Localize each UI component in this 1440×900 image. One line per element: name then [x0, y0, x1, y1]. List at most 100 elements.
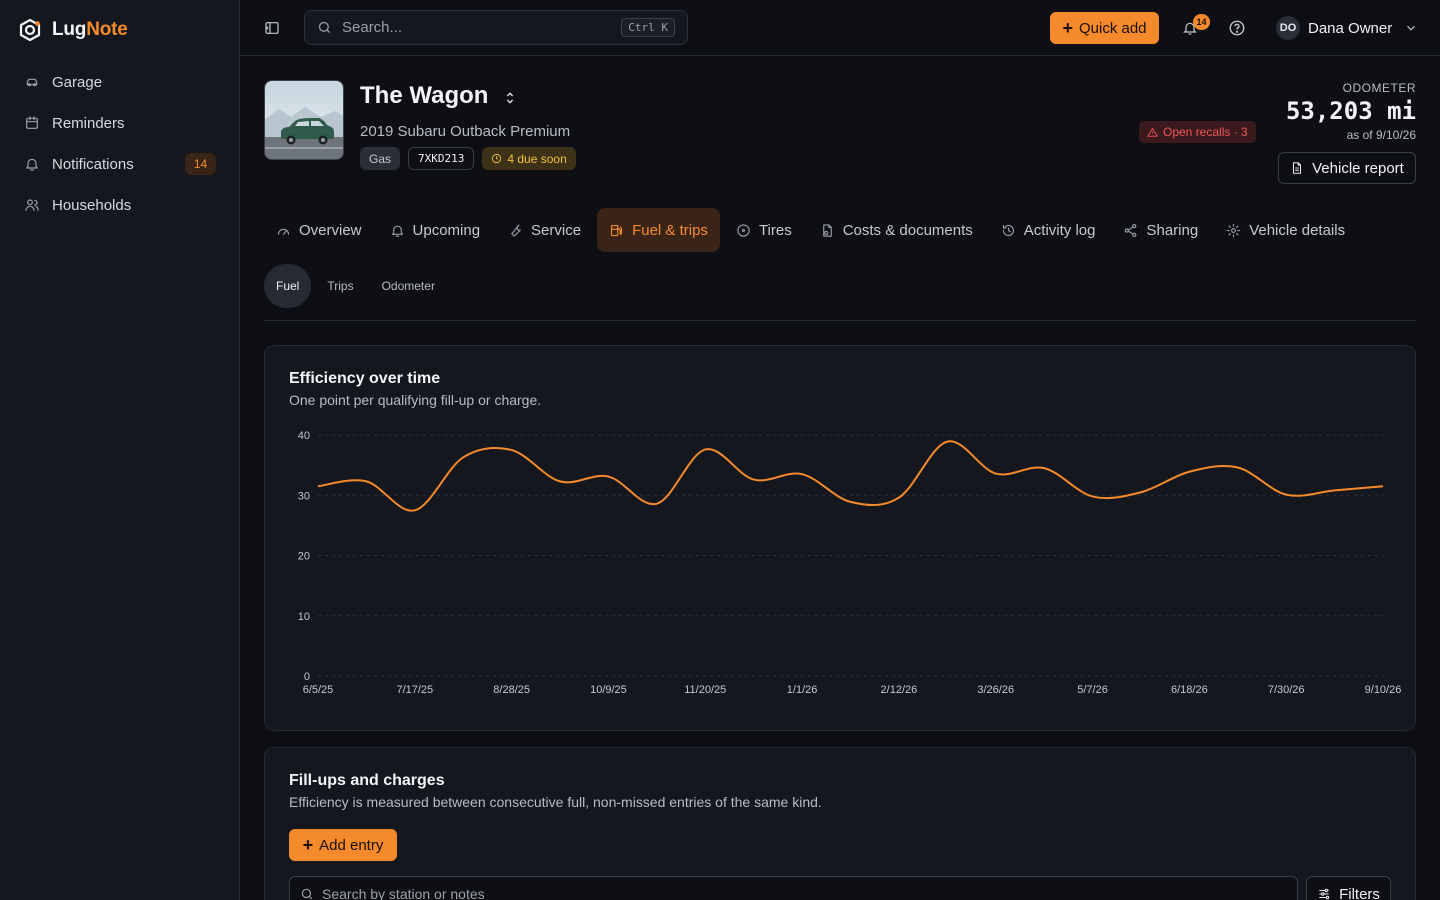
tab-fuel-trips[interactable]: Fuel & trips — [597, 208, 720, 252]
top-bar: Search... Ctrl K + Quick add 14 DO Dana … — [240, 0, 1440, 56]
tab-label: Sharing — [1146, 221, 1199, 239]
subtab-trips[interactable]: Trips — [327, 279, 354, 293]
odometer-value: 53,203 mi — [1285, 97, 1416, 125]
tab-label: Service — [531, 221, 582, 239]
efficiency-card: Efficiency over time One point per quali… — [264, 345, 1416, 731]
car-icon — [26, 78, 38, 87]
sidebar-item-label: Garage — [52, 73, 103, 91]
fillups-title: Fill-ups and charges — [289, 772, 445, 789]
calendar-icon — [26, 116, 38, 129]
notification-count-badge: 14 — [185, 153, 216, 175]
vehicle-photo — [264, 80, 344, 160]
gear-icon — [1226, 223, 1241, 237]
efficiency-title: Efficiency over time — [289, 370, 441, 387]
global-search-input[interactable]: Search... Ctrl K — [304, 10, 688, 45]
tab-label: Activity log — [1023, 221, 1096, 239]
history-icon — [1002, 224, 1014, 236]
search-icon — [318, 21, 330, 33]
tab-costs-documents[interactable]: Costs & documents — [808, 208, 985, 252]
filters-label: Filters — [1339, 885, 1380, 900]
subtab-fuel[interactable]: Fuel — [264, 264, 312, 308]
x-tick-label: 7/30/26 — [1268, 684, 1305, 696]
sidebar-item-notifications[interactable]: Notifications 14 — [12, 144, 228, 184]
tab-service[interactable]: Service — [496, 208, 593, 252]
vehicle-tabs: Overview Upcoming Service Fuel & trips T… — [264, 208, 1361, 252]
tab-sharing[interactable]: Sharing — [1111, 208, 1210, 252]
x-tick-label: 2/12/26 — [881, 684, 918, 696]
avatar: DO — [1276, 16, 1300, 40]
tab-label: Overview — [299, 221, 362, 239]
vehicle-tags: Gas 7XKD213 4 due soon — [360, 147, 576, 170]
tab-tires[interactable]: Tires — [724, 208, 804, 252]
search-placeholder: Search... — [342, 19, 403, 36]
brand[interactable]: LugNote — [18, 16, 128, 44]
users-icon — [25, 199, 39, 211]
vehicle-subtitle: 2019 Subaru Outback Premium — [360, 123, 571, 140]
document-icon — [1293, 162, 1302, 174]
divider — [264, 320, 1416, 321]
x-tick-label: 3/26/26 — [977, 684, 1014, 696]
fillups-search-input[interactable]: Search by station or notes — [289, 876, 1298, 900]
sliders-icon — [1319, 888, 1330, 900]
fuel-type-badge: Gas — [360, 147, 401, 170]
clock-icon — [492, 153, 502, 164]
brand-name: LugNote — [52, 19, 128, 40]
warning-icon — [1147, 126, 1158, 137]
tab-label: Tires — [758, 221, 792, 239]
tab-label: Vehicle details — [1249, 221, 1346, 239]
y-tick-label: 40 — [298, 430, 310, 442]
vehicle-name: The Wagon — [360, 82, 489, 109]
sidebar-item-reminders[interactable]: Reminders — [12, 103, 228, 143]
document-icon — [822, 223, 832, 237]
efficiency-series-line — [317, 440, 1384, 512]
quick-add-button[interactable]: + Quick add — [1050, 12, 1159, 44]
user-name: Dana Owner — [1308, 19, 1393, 37]
x-tick-label: 8/28/25 — [493, 684, 530, 696]
y-tick-label: 20 — [298, 551, 310, 563]
y-tick-label: 0 — [304, 671, 310, 683]
tab-activity-log[interactable]: Activity log — [989, 208, 1108, 252]
x-tick-label: 9/10/26 — [1365, 684, 1402, 696]
sidebar-item-label: Households — [52, 196, 132, 214]
tab-label: Upcoming — [412, 221, 481, 239]
tab-vehicle-details[interactable]: Vehicle details — [1214, 208, 1357, 252]
help-icon — [1229, 20, 1245, 36]
vehicle-switcher[interactable]: The Wagon — [360, 82, 518, 110]
wrench-icon — [511, 224, 521, 237]
sidebar: LugNote Garage Reminders Notifications 1… — [0, 0, 240, 900]
filters-button[interactable]: Filters — [1306, 876, 1391, 900]
sidebar-nav: Garage Reminders Notifications 14 Househ… — [12, 62, 228, 226]
notifications-button[interactable]: 14 — [1180, 14, 1210, 39]
due-soon-badge[interactable]: 4 due soon — [482, 147, 576, 170]
efficiency-chart: 0 10 20 30 40 6/5/25 7/17/25 8/28/25 10/9/25 11/2… — [298, 430, 1402, 696]
circle-icon — [737, 223, 750, 237]
odometer-date: as of 9/10/26 — [1346, 128, 1416, 142]
share-icon — [1125, 223, 1137, 237]
subtab-odometer[interactable]: Odometer — [381, 279, 435, 293]
help-button[interactable] — [1228, 19, 1246, 37]
sidebar-item-households[interactable]: Households — [12, 185, 228, 225]
odometer-label: ODOMETER — [1342, 81, 1416, 95]
user-menu[interactable]: DO Dana Owner — [1276, 15, 1418, 41]
tab-label: Costs & documents — [842, 221, 973, 239]
sidebar-toggle-button[interactable] — [262, 18, 282, 38]
efficiency-description: One point per qualifying fill-up or char… — [289, 392, 542, 408]
open-recalls-badge[interactable]: Open recalls · 3 — [1139, 121, 1256, 143]
y-tick-label: 30 — [298, 490, 310, 502]
recalls-label: Open recalls · 3 — [1163, 125, 1248, 139]
x-tick-label: 6/18/26 — [1171, 684, 1208, 696]
vehicle-report-button[interactable]: Vehicle report — [1278, 152, 1416, 184]
add-entry-button[interactable]: + Add entry — [289, 829, 397, 861]
add-entry-label: Add entry — [319, 836, 384, 854]
x-tick-label: 6/5/25 — [303, 684, 334, 696]
tab-overview[interactable]: Overview — [264, 208, 374, 252]
search-icon — [301, 888, 313, 900]
sidebar-item-garage[interactable]: Garage — [12, 62, 228, 102]
x-tick-label: 10/9/25 — [590, 684, 627, 696]
chevrons-up-down-icon — [507, 92, 514, 104]
x-tick-label: 1/1/26 — [787, 684, 818, 696]
fillups-search-placeholder: Search by station or notes — [322, 886, 485, 900]
tab-upcoming[interactable]: Upcoming — [378, 208, 493, 252]
quick-add-label: Quick add — [1078, 19, 1147, 37]
fuel-icon — [611, 224, 623, 236]
